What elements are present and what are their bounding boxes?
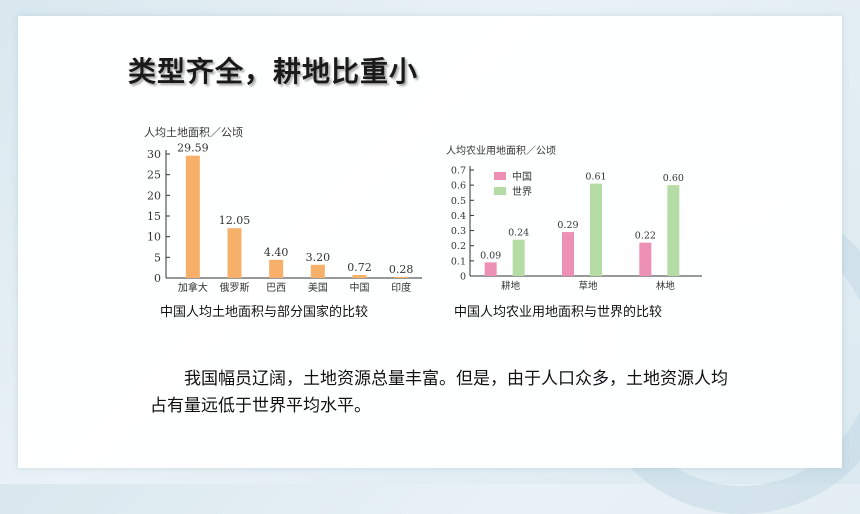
chart2-legend-swatch	[494, 187, 506, 195]
chart1-ylabel: 人均土地面积／公顷	[144, 126, 243, 139]
chart2-ytick-label: 0.7	[451, 166, 466, 177]
chart1-data-label: 3.20	[306, 251, 331, 264]
chart1-category-label: 印度	[391, 281, 411, 294]
chart1-data-label: 12.05	[219, 214, 251, 227]
chart2-bar	[639, 242, 652, 276]
chart2-bar	[484, 262, 497, 276]
chart1-ytick-label: 0	[154, 272, 161, 285]
chart1-ytick-label: 5	[154, 251, 161, 264]
chart2-ytick-label: 0.1	[451, 256, 466, 267]
chart2-data-label: 0.09	[480, 250, 501, 261]
slide-title: 类型齐全，耕地比重小	[128, 55, 419, 88]
chart2-caption: 中国人均农业用地面积与世界的比较	[454, 305, 663, 320]
chart1-data-label: 4.40	[264, 246, 289, 259]
chart1-bar	[352, 275, 367, 278]
chart2-ylabel: 人均农业用地面积／公顷	[446, 144, 556, 157]
chart1-ytick-label: 15	[147, 210, 161, 223]
chart2-ytick-label: 0.5	[451, 196, 466, 207]
body-paragraph: 我国幅员辽阔，土地资源总量丰富。但是，由于人口众多，土地资源人均占有量远低于世界…	[150, 369, 728, 416]
chart2-ytick-label: 0	[460, 272, 466, 283]
chart1-bar	[310, 264, 325, 278]
chart2-data-label: 0.60	[663, 173, 684, 184]
chart1-category-label: 俄罗斯	[220, 281, 250, 294]
chart2-bar	[590, 183, 602, 276]
chart1-caption: 中国人均土地面积与部分国家的比较	[160, 305, 369, 320]
chart2-ytick-label: 0.4	[451, 211, 466, 222]
chart1-bar	[185, 155, 200, 278]
chart1-category-label: 美国	[308, 281, 328, 294]
chart2-legend-label: 世界	[512, 186, 532, 198]
chart1-ytick-label: 30	[147, 148, 161, 161]
chart1-data-label: 0.72	[347, 261, 372, 274]
chart2-ytick-label: 0.3	[451, 226, 466, 237]
chart1-category-label: 巴西	[266, 282, 286, 294]
chart2-legend-label: 中国	[512, 170, 532, 183]
chart2-data-label: 0.61	[585, 172, 606, 183]
chart2-category-label: 林地	[656, 280, 676, 292]
chart2-data-label: 0.29	[557, 220, 578, 231]
chart1-data-label: 0.28	[389, 263, 414, 276]
chart1-bar	[269, 259, 284, 278]
chart2-data-label: 0.22	[635, 231, 656, 242]
content-card	[18, 16, 842, 468]
chart1-category-label: 加拿大	[178, 281, 208, 294]
chart1-ytick-label: 25	[147, 169, 161, 182]
chart2-category-label: 草地	[578, 280, 598, 292]
chart2-ytick-label: 0.2	[451, 241, 466, 252]
chart2-bar	[512, 239, 525, 276]
chart1-category-label: 中国	[350, 281, 370, 294]
chart2-bar	[562, 232, 574, 276]
chart1-ytick-label: 10	[147, 231, 161, 244]
chart1-bar	[394, 276, 409, 278]
chart1-data-label: 29.59	[177, 142, 209, 155]
chart2-bar	[667, 185, 680, 276]
chart2-category-label: 耕地	[501, 280, 521, 292]
chart2-ytick-label: 0.6	[451, 181, 466, 192]
chart2-data-label: 0.24	[508, 228, 529, 239]
chart-land-per-capita: 人均土地面积／公顷 0 5 10 15 20 25 30 29.59 加拿大 12.05 俄罗斯 4.4…	[144, 126, 422, 294]
chart1-bar	[227, 228, 242, 278]
chart2-legend-swatch	[494, 172, 506, 180]
chart1-ytick-label: 20	[147, 189, 161, 202]
